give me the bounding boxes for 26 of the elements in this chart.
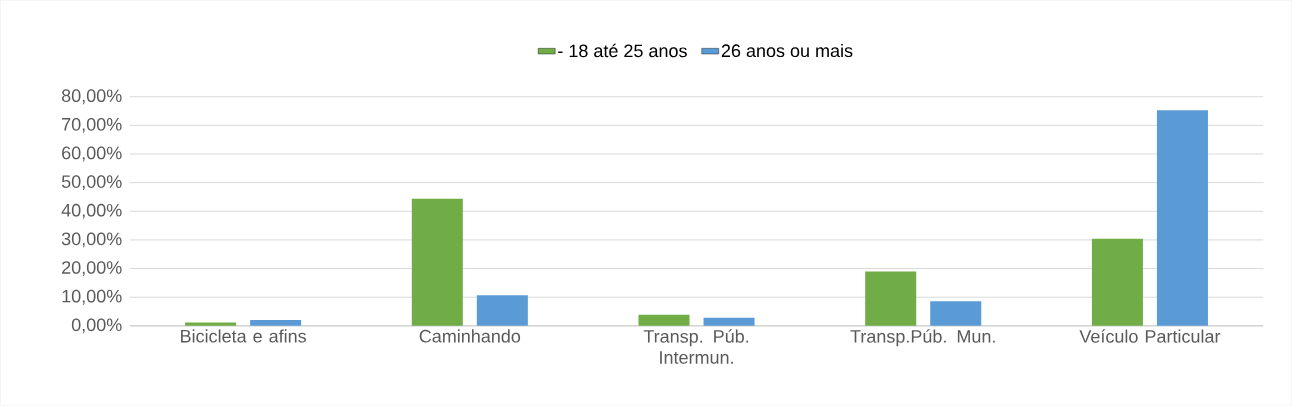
bar [930,301,982,327]
y-tick-label: 80,00% [61,89,122,105]
bar [476,295,528,327]
y-tick-label: 10,00% [62,289,122,305]
bar [1091,238,1143,327]
bar [865,271,917,327]
bar [185,322,237,327]
y-tick-label: 70,00% [62,118,122,134]
x-tick-label: Transp. Púb. Intermun. [643,329,749,365]
y-tick-label: 20,00% [62,261,122,277]
bar [250,320,302,327]
bar [703,318,755,327]
x-tick-label: Bicicleta e afins [181,329,306,343]
bar [411,198,463,327]
legend-label: - 18 até 25 anos [558,43,687,58]
y-tick-label: 0,00% [71,318,122,334]
x-tick-label: Veículo Particular [1079,329,1221,343]
legend-label: 26 anos ou mais [721,44,853,58]
bar [638,314,690,327]
x-tick-label: Transp.Púb. Mun. [850,329,995,347]
y-tick-label: 50,00% [61,175,122,191]
y-tick-label: 30,00% [61,232,122,248]
y-tick-label: 40,00% [61,204,122,219]
bar [1156,110,1208,327]
x-tick-label: Caminhando [419,329,521,343]
y-tick-label: 60,00% [62,146,122,162]
